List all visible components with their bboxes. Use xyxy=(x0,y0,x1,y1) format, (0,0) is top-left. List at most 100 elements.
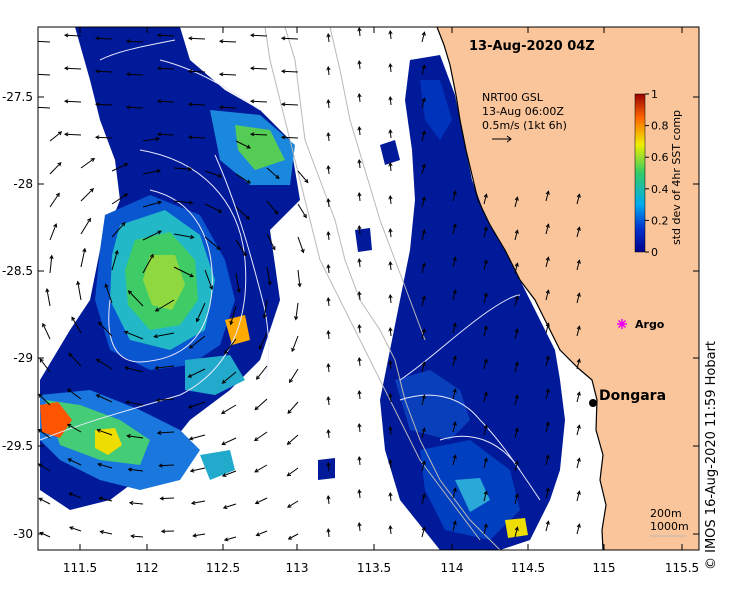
x-tick-label: 114.5 xyxy=(511,561,545,575)
current-arrow-head xyxy=(42,322,46,328)
current-arrow xyxy=(576,194,580,205)
current-arrow xyxy=(514,197,518,208)
current-arrow-head xyxy=(483,193,488,198)
y-tick-label: -28.5 xyxy=(2,264,33,278)
current-arrow xyxy=(188,136,206,139)
current-arrow-head xyxy=(388,95,393,101)
current-arrow xyxy=(224,536,237,541)
current-arrow xyxy=(358,456,361,466)
current-arrow-head xyxy=(452,454,457,459)
current-arrow xyxy=(250,34,268,37)
current-arrow xyxy=(452,389,456,400)
current-arrow xyxy=(204,170,222,178)
current-arrow-head xyxy=(576,358,581,363)
current-arrow-head xyxy=(452,520,457,525)
current-arrow xyxy=(358,159,361,169)
contour-label-1000m: 1000m xyxy=(650,520,689,533)
current-arrow xyxy=(68,458,82,466)
current-arrow xyxy=(483,227,487,238)
current-arrow-head xyxy=(125,105,131,110)
current-arrow-head xyxy=(38,393,43,398)
current-arrow xyxy=(157,34,175,37)
current-arrow-head xyxy=(357,356,362,362)
current-arrow xyxy=(483,260,487,271)
current-arrow-head xyxy=(357,158,362,164)
current-arrow xyxy=(576,260,580,271)
current-arrow xyxy=(576,293,580,304)
current-arrow-head xyxy=(388,359,393,365)
current-arrow-head xyxy=(514,295,519,300)
current-arrow-head xyxy=(254,406,259,411)
current-arrow-head xyxy=(576,424,581,429)
current-arrow xyxy=(514,527,518,538)
current-arrow-head xyxy=(221,379,226,384)
current-arrow xyxy=(98,321,113,337)
current-arrow xyxy=(327,33,330,43)
current-arrow xyxy=(250,67,268,70)
current-arrow-head xyxy=(545,289,550,294)
current-arrow-head xyxy=(63,132,69,137)
current-arrow xyxy=(224,338,237,355)
current-arrow-head xyxy=(421,427,426,432)
current-arrow-head xyxy=(388,227,393,233)
current-arrow xyxy=(514,263,518,274)
current-arrow-head xyxy=(123,163,129,167)
current-arrow xyxy=(576,359,580,370)
current-arrow-head xyxy=(253,437,259,442)
current-arrow xyxy=(128,468,144,472)
current-arrow-head xyxy=(114,250,119,255)
current-arrow-head xyxy=(218,72,224,77)
current-arrow-head xyxy=(545,355,550,360)
current-arrow xyxy=(95,103,113,106)
x-axis: 111.5 112 112.5 113 113.5 114 114.5 115 115.5 xyxy=(63,27,699,575)
current-arrow xyxy=(576,491,580,502)
current-arrow xyxy=(230,305,237,325)
current-arrow-head xyxy=(514,460,519,465)
colorbar-tick-label: 0 xyxy=(651,246,658,259)
current-arrow xyxy=(358,258,361,268)
current-arrow-head xyxy=(229,320,234,326)
current-arrow xyxy=(297,269,301,287)
current-arrow-head xyxy=(452,487,457,492)
current-arrow xyxy=(514,494,518,505)
current-arrow-head xyxy=(128,500,134,506)
current-arrow-head xyxy=(96,428,101,433)
current-arrow xyxy=(68,353,82,367)
current-arrow xyxy=(358,522,361,532)
current-arrow xyxy=(235,272,240,292)
current-arrow xyxy=(389,63,392,73)
current-arrow xyxy=(289,368,299,383)
current-arrow-head xyxy=(221,472,227,477)
current-legend: NRT00 GSL 13-Aug 06:00Z 0.5m/s (1kt 6h) xyxy=(482,91,567,143)
current-arrow xyxy=(389,492,392,502)
current-arrow xyxy=(327,462,330,472)
current-arrow-head xyxy=(187,36,193,41)
x-tick-label: 113.5 xyxy=(357,561,391,575)
current-arrow-head xyxy=(157,200,163,205)
current-arrow xyxy=(358,324,361,334)
current-arrow-head xyxy=(452,256,457,261)
current-arrow-head xyxy=(127,290,133,295)
current-arrow-head xyxy=(190,500,196,505)
current-arrow-head xyxy=(576,193,581,198)
current-arrow xyxy=(483,359,487,370)
current-arrow-head xyxy=(452,322,457,327)
current-arrow xyxy=(67,388,82,400)
current-arrow-head xyxy=(98,321,103,326)
current-arrow xyxy=(190,467,206,472)
current-arrow-head xyxy=(357,92,362,98)
current-arrow-head xyxy=(576,391,581,396)
current-arrow-head xyxy=(38,463,43,468)
current-arrow-head xyxy=(222,505,228,510)
current-arrow xyxy=(142,201,162,208)
current-arrow-head xyxy=(357,389,362,395)
current-arrow-head xyxy=(421,526,426,531)
current-arrow xyxy=(452,191,456,202)
current-arrow-head xyxy=(195,317,200,323)
current-arrow xyxy=(358,423,361,433)
current-arrow-head xyxy=(89,188,94,193)
legend-line-2: 13-Aug 06:00Z xyxy=(482,105,564,118)
current-arrow xyxy=(173,167,192,170)
current-arrow xyxy=(421,494,425,505)
current-arrow xyxy=(452,521,456,532)
